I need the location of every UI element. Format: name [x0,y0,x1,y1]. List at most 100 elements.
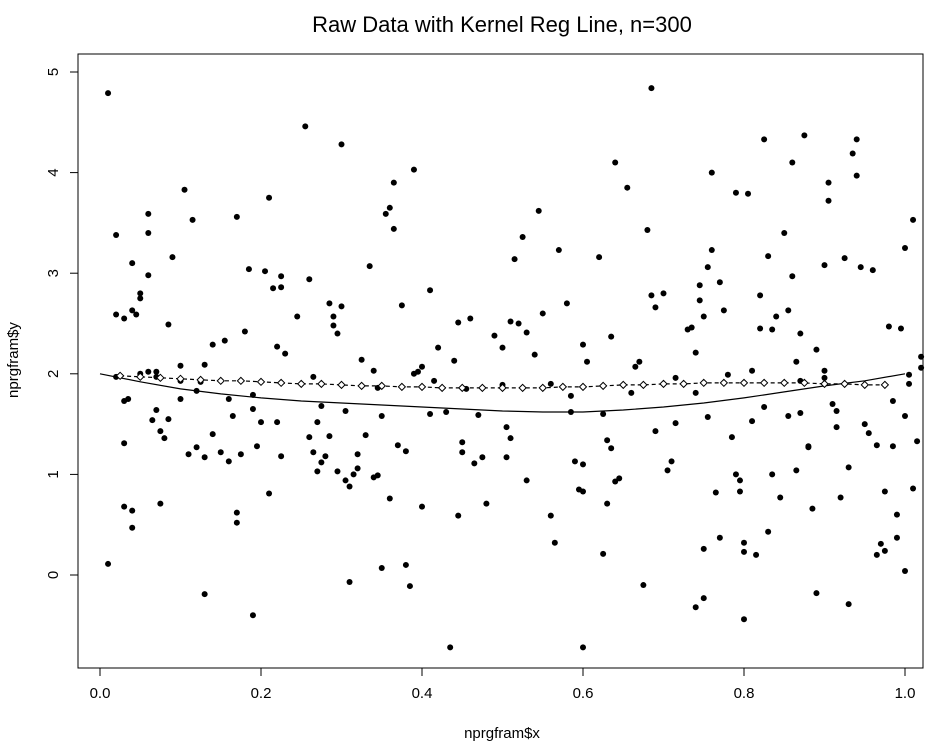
data-point [507,318,514,325]
data-point [902,413,908,420]
data-point [274,419,281,426]
data-point [640,582,647,589]
data-point [732,471,739,478]
data-point [580,488,586,495]
kernel-estimate-marker [458,383,467,393]
data-point [580,461,586,468]
data-point [233,519,240,526]
data-point [644,226,651,233]
data-point [893,534,900,541]
data-point [902,567,908,574]
data-point [849,150,856,157]
kernel-estimate-marker [800,378,809,388]
y-tick-label: 1 [45,470,62,478]
data-point [584,358,591,365]
x-tick-label: 0.0 [90,685,111,702]
data-point [551,539,558,546]
data-point [133,311,140,318]
data-point [177,362,184,369]
data-point [507,435,514,442]
data-point [431,377,438,384]
data-point [745,190,752,197]
data-point [390,179,397,186]
data-point [809,505,816,512]
data-point [334,330,341,337]
kernel-estimate-marker [719,378,729,388]
data-point [294,313,301,320]
kernel-estimate-marker [558,382,568,392]
data-point [628,389,635,396]
kernel-estimate-marker [176,374,185,384]
data-point [547,380,554,387]
data-point [145,368,152,375]
data-point [624,184,631,191]
data-point [370,367,377,374]
data-point [857,264,864,271]
kernel-estimate-marker [256,377,266,387]
data-point [511,256,518,263]
data-point [608,445,615,452]
data-point [113,231,120,238]
data-point [897,325,904,332]
data-point [716,279,723,286]
data-point [113,311,120,318]
kernel-estimate-marker [639,380,648,390]
data-point [398,302,405,309]
data-point [906,380,913,387]
data-point [825,179,832,186]
data-point [322,453,329,460]
data-point [801,132,808,139]
data-point [483,500,490,507]
data-point [889,397,896,404]
kernel-estimate-marker [297,379,306,389]
kernel-estimate-marker [699,378,708,388]
data-point [881,547,888,554]
data-point [781,229,788,236]
data-point [233,213,240,220]
data-point [410,166,417,173]
data-point [567,392,574,399]
data-point [217,449,224,456]
data-point [338,303,345,310]
data-point [233,509,240,516]
data-point [491,332,498,339]
data-point [765,528,772,535]
data-point [129,507,136,514]
kernel-estimate-marker [136,372,145,382]
data-point [877,540,884,547]
data-point [193,444,200,451]
data-point [873,551,880,558]
data-point [736,488,743,495]
data-point [129,524,136,531]
kernel-estimate-marker [840,379,849,389]
data-point [165,321,172,328]
kernel-estimate-marker [880,380,890,390]
data-point [334,468,341,475]
data-point [716,534,723,541]
kernel-estimate-line [120,375,885,389]
data-point [310,373,317,380]
data-point [893,511,900,518]
data-point [354,451,361,458]
y-tick-label: 5 [45,68,62,76]
data-point [378,564,385,571]
kernel-estimate-marker [619,380,628,390]
data-point [330,322,337,329]
data-point [632,363,639,370]
data-point [700,313,707,320]
data-point [845,601,852,608]
data-point [443,409,450,416]
x-tick-label: 0.2 [251,685,272,702]
data-point [652,428,659,435]
chart-title: Raw Data with Kernel Reg Line, n=300 [312,12,692,37]
data-point [447,644,454,651]
data-point [326,300,333,307]
data-point [749,418,756,425]
data-point [869,267,876,274]
data-point [596,254,603,261]
data-point [249,406,256,413]
data-point [793,358,800,365]
data-point [374,472,381,479]
data-point [499,344,506,351]
data-point [797,410,804,417]
